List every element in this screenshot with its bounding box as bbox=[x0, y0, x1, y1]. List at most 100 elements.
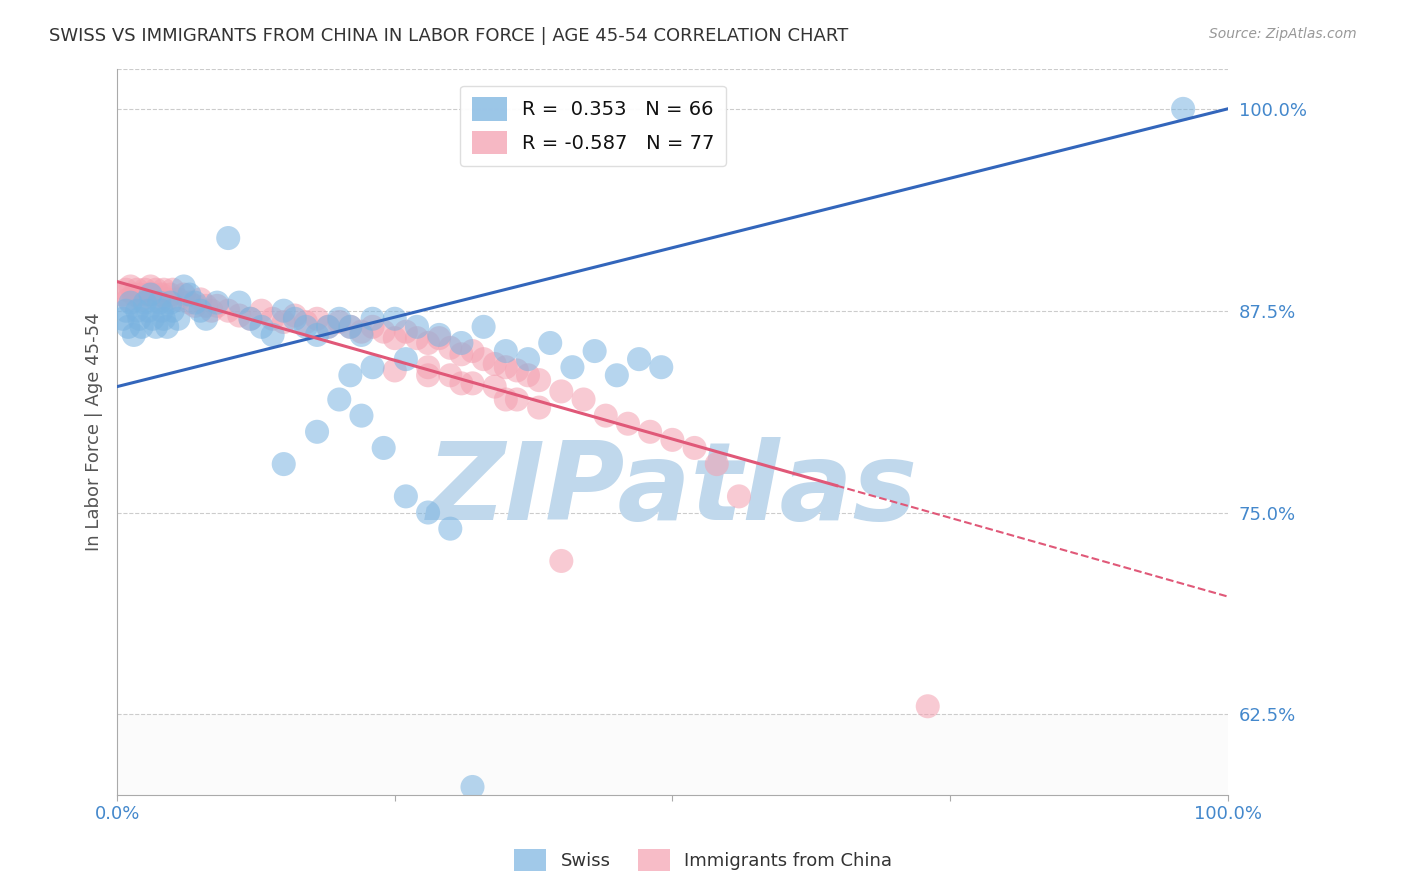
Point bbox=[184, 295, 207, 310]
Point bbox=[239, 311, 262, 326]
Point bbox=[262, 311, 284, 326]
Point bbox=[179, 295, 201, 310]
Point bbox=[728, 489, 751, 503]
Point bbox=[250, 319, 273, 334]
Point bbox=[228, 309, 250, 323]
Point bbox=[461, 376, 484, 391]
Point bbox=[128, 311, 150, 326]
Point bbox=[350, 327, 373, 342]
Point bbox=[628, 352, 651, 367]
Point bbox=[156, 319, 179, 334]
Point bbox=[650, 360, 672, 375]
Point bbox=[250, 303, 273, 318]
Point bbox=[472, 319, 495, 334]
Point bbox=[461, 344, 484, 359]
Point bbox=[384, 311, 406, 326]
Point bbox=[517, 368, 540, 383]
Point bbox=[115, 303, 138, 318]
Point bbox=[706, 457, 728, 471]
Point bbox=[284, 311, 307, 326]
Point bbox=[205, 295, 228, 310]
Point bbox=[239, 311, 262, 326]
Point bbox=[484, 357, 506, 371]
Point bbox=[328, 311, 350, 326]
Legend: R =  0.353   N = 66, R = -0.587   N = 77: R = 0.353 N = 66, R = -0.587 N = 77 bbox=[460, 86, 727, 166]
Point bbox=[145, 319, 167, 334]
Point bbox=[373, 441, 395, 455]
Point bbox=[538, 336, 561, 351]
Point bbox=[148, 295, 170, 310]
Point bbox=[506, 392, 529, 407]
Point bbox=[295, 319, 318, 334]
Point bbox=[159, 295, 181, 310]
Point bbox=[217, 231, 239, 245]
Point bbox=[527, 373, 550, 387]
Point bbox=[195, 311, 218, 326]
Point bbox=[328, 392, 350, 407]
Point bbox=[217, 303, 239, 318]
Point bbox=[134, 283, 156, 297]
Point bbox=[136, 303, 159, 318]
Point bbox=[416, 336, 439, 351]
Point bbox=[150, 303, 173, 318]
Point bbox=[384, 363, 406, 377]
Point bbox=[361, 319, 384, 334]
Text: SWISS VS IMMIGRANTS FROM CHINA IN LABOR FORCE | AGE 45-54 CORRELATION CHART: SWISS VS IMMIGRANTS FROM CHINA IN LABOR … bbox=[49, 27, 848, 45]
Point bbox=[661, 433, 683, 447]
Point bbox=[450, 376, 472, 391]
Point bbox=[122, 287, 145, 301]
Point bbox=[117, 319, 139, 334]
Point bbox=[395, 489, 418, 503]
Text: ZIPatlas: ZIPatlas bbox=[427, 437, 918, 543]
Point bbox=[305, 425, 328, 439]
Point bbox=[195, 299, 218, 313]
Point bbox=[153, 311, 176, 326]
Point bbox=[1171, 102, 1194, 116]
Point bbox=[305, 327, 328, 342]
Point bbox=[495, 392, 517, 407]
Point bbox=[595, 409, 617, 423]
Point bbox=[142, 287, 165, 301]
Point bbox=[316, 319, 339, 334]
Point bbox=[162, 283, 184, 297]
Point bbox=[127, 283, 149, 297]
Point bbox=[115, 283, 138, 297]
Point bbox=[156, 293, 179, 307]
Point bbox=[200, 303, 222, 318]
Point bbox=[439, 368, 461, 383]
Point bbox=[427, 331, 450, 345]
Point bbox=[162, 303, 184, 318]
Point bbox=[339, 319, 361, 334]
Point bbox=[131, 293, 153, 307]
Point bbox=[450, 336, 472, 351]
Point bbox=[350, 325, 373, 339]
Point bbox=[111, 311, 134, 326]
Point bbox=[917, 699, 939, 714]
Point bbox=[361, 360, 384, 375]
Point bbox=[406, 319, 429, 334]
Point bbox=[439, 341, 461, 355]
Point bbox=[316, 319, 339, 334]
Point bbox=[128, 287, 150, 301]
Point bbox=[495, 360, 517, 375]
Point bbox=[583, 344, 606, 359]
Point bbox=[134, 295, 156, 310]
Point bbox=[295, 315, 318, 329]
Point bbox=[416, 506, 439, 520]
Point bbox=[384, 331, 406, 345]
Point bbox=[131, 319, 153, 334]
Point bbox=[617, 417, 640, 431]
Point bbox=[122, 327, 145, 342]
Point bbox=[450, 347, 472, 361]
Point bbox=[527, 401, 550, 415]
Point bbox=[167, 311, 190, 326]
Point bbox=[395, 325, 418, 339]
Point bbox=[145, 283, 167, 297]
Point bbox=[205, 299, 228, 313]
Point bbox=[111, 287, 134, 301]
Point bbox=[416, 368, 439, 383]
Point bbox=[339, 319, 361, 334]
Point bbox=[427, 327, 450, 342]
Point bbox=[495, 344, 517, 359]
Point bbox=[339, 368, 361, 383]
